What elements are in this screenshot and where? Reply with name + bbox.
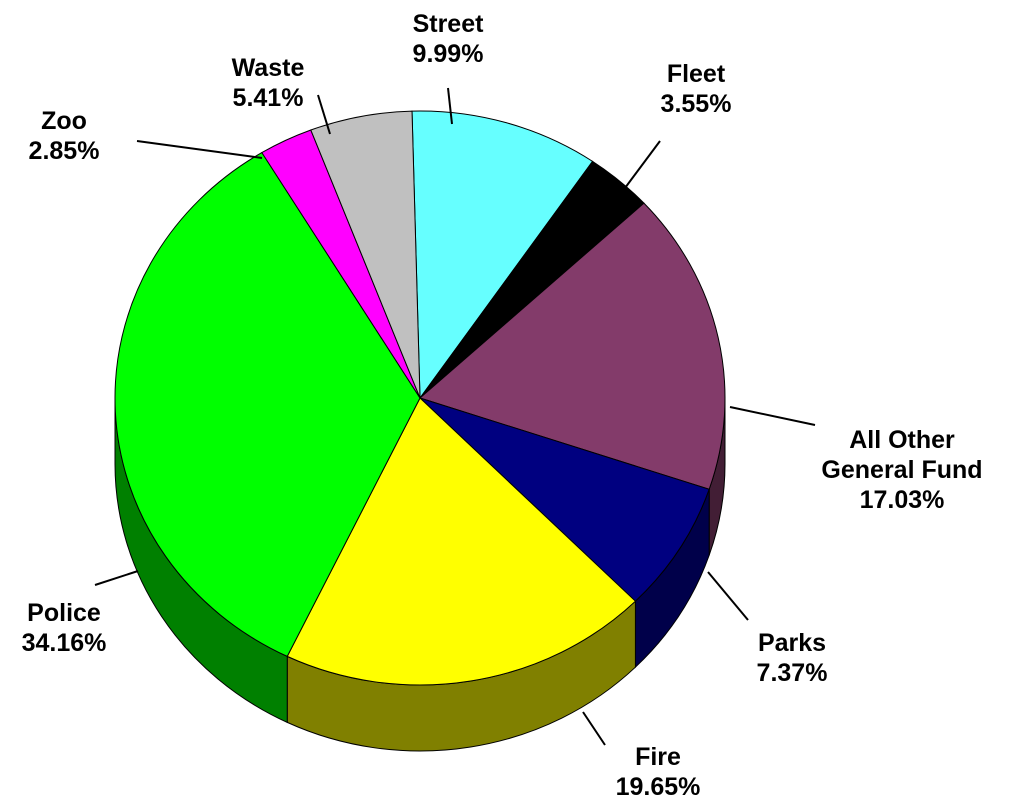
leader-line-waste bbox=[317, 94, 331, 135]
slice-police bbox=[114, 151, 421, 658]
leader-line-all-other-general-fund bbox=[729, 406, 816, 426]
slice-label-parks: Parks 7.37% bbox=[757, 629, 828, 687]
slice-waste bbox=[310, 110, 421, 399]
slice-label-line: 17.03% bbox=[860, 486, 945, 514]
slice-label-line: All Other bbox=[849, 426, 955, 454]
slice-label-street: Street 9.99% bbox=[413, 10, 485, 68]
pie-tops bbox=[114, 110, 726, 686]
slice-label-line: Parks bbox=[758, 629, 826, 657]
slice-label-line: Street bbox=[413, 10, 485, 38]
leader-line-fire bbox=[582, 711, 606, 746]
slice-label-police: Police 34.16% bbox=[22, 599, 107, 657]
slice-label-fire: Fire 19.65% bbox=[616, 743, 701, 801]
slice-fire bbox=[286, 397, 637, 686]
slice-label-line: 7.37% bbox=[757, 659, 828, 687]
slice-parks bbox=[419, 397, 710, 602]
slice-label-line: 19.65% bbox=[616, 773, 701, 801]
slice-label-line: General Fund bbox=[821, 456, 982, 484]
slice-label-line: Zoo bbox=[41, 107, 87, 135]
slice-label-line: 3.55% bbox=[661, 90, 732, 118]
slice-label-line: Fire bbox=[635, 743, 681, 771]
slice-label-line: 2.85% bbox=[29, 137, 100, 165]
leader-line-street bbox=[447, 87, 453, 125]
slice-label-all-other-general-fund: All Other General Fund 17.03% bbox=[821, 426, 982, 514]
slice-label-line: 34.16% bbox=[22, 629, 107, 657]
leader-line-parks bbox=[707, 571, 749, 621]
slice-labels: Street 9.99% Fleet 3.55% All Other General Fu… bbox=[22, 10, 983, 801]
slice-label-line: Fleet bbox=[667, 60, 726, 88]
slice-label-line: Waste bbox=[232, 54, 305, 82]
slice-label-line: 5.41% bbox=[233, 84, 304, 112]
slice-label-waste: Waste 5.41% bbox=[232, 54, 305, 112]
leader-line-fleet bbox=[624, 140, 661, 189]
slice-label-fleet: Fleet 3.55% bbox=[661, 60, 732, 118]
slice-label-line: 9.99% bbox=[413, 40, 484, 68]
slice-label-line: Police bbox=[27, 599, 101, 627]
slice-all-other-general-fund bbox=[418, 202, 726, 490]
leader-line-zoo bbox=[136, 140, 263, 159]
slice-street bbox=[411, 110, 594, 400]
leader-lines bbox=[94, 87, 816, 746]
slice-label-zoo: Zoo 2.85% bbox=[29, 107, 100, 165]
leader-line-police bbox=[94, 570, 139, 586]
